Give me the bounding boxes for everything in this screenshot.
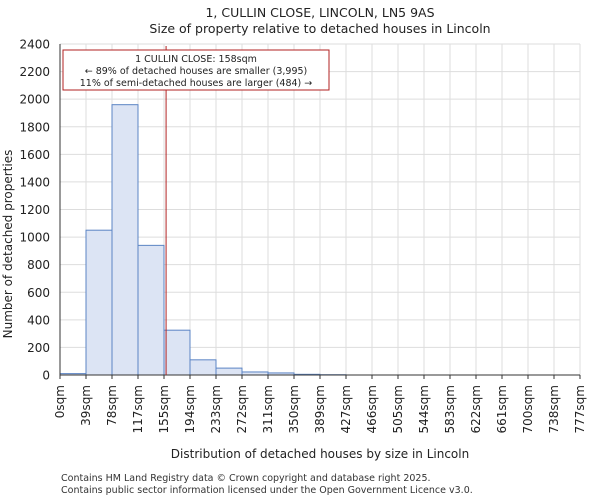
x-tick-label: 311sqm [261, 385, 275, 433]
x-tick-label: 427sqm [339, 385, 353, 433]
x-tick-label: 350sqm [287, 385, 301, 433]
y-ticks: 0 200 400 600 800 1000 1200 1400 1600 1800 2000 220… [19, 38, 50, 383]
x-tick-label: 661sqm [495, 385, 509, 433]
x-tick-label: 194sqm [183, 385, 197, 433]
chart-subtitle: Size of property relative to detached ho… [149, 21, 490, 36]
x-tick-label: 39sqm [79, 385, 93, 426]
y-tick-label: 400 [27, 313, 50, 327]
x-tick-label: 155sqm [157, 385, 171, 433]
y-tick-label: 2400 [19, 38, 50, 52]
footer-line-1: Contains HM Land Registry data © Crown c… [61, 473, 431, 484]
y-tick-label: 1200 [19, 203, 50, 217]
x-tick-label: 777sqm [573, 385, 587, 433]
x-tick-label: 78sqm [105, 385, 119, 426]
y-tick-label: 800 [27, 258, 50, 272]
y-tick-label: 600 [27, 286, 50, 300]
bar [189, 359, 217, 376]
x-tick-label: 544sqm [417, 385, 431, 433]
y-tick-label: 1600 [19, 148, 50, 162]
annotation-rect [62, 49, 330, 91]
bar [111, 104, 139, 376]
bar [85, 229, 113, 376]
x-tick-label: 272sqm [235, 385, 249, 433]
x-tick-label: 700sqm [521, 385, 535, 433]
y-axis-label: Number of detached properties [1, 150, 15, 339]
bars [59, 104, 347, 376]
y-tick-label: 1000 [19, 231, 50, 245]
bar [215, 367, 243, 376]
x-ticks: 0sqm 39sqm 78sqm 117sqm 155sqm 194sqm 233sqm 27… [53, 375, 587, 433]
x-tick-label: 466sqm [365, 385, 379, 433]
bar [163, 329, 191, 376]
annotation-line-2: ← 89% of detached houses are smaller (3,… [85, 66, 308, 77]
x-tick-label: 233sqm [209, 385, 223, 433]
bar [137, 244, 165, 376]
x-tick-label: 622sqm [469, 385, 483, 433]
x-tick-label: 0sqm [53, 385, 67, 418]
y-tick-label: 0 [42, 369, 50, 383]
chart-title: 1, CULLIN CLOSE, LINCOLN, LN5 9AS [205, 5, 434, 20]
x-tick-label: 505sqm [391, 385, 405, 433]
y-tick-label: 1800 [19, 120, 50, 134]
x-tick-label: 738sqm [547, 385, 561, 433]
y-tick-label: 1400 [19, 175, 50, 189]
x-tick-label: 389sqm [313, 385, 327, 433]
annotation-line-1: 1 CULLIN CLOSE: 158sqm [135, 54, 257, 65]
y-tick-label: 2000 [19, 93, 50, 107]
footer-line-2: Contains public sector information licen… [61, 485, 473, 496]
annotation-line-3: 11% of semi-detached houses are larger (… [80, 78, 313, 89]
x-axis-label: Distribution of detached houses by size … [171, 447, 469, 461]
x-tick-label: 583sqm [443, 385, 457, 433]
y-tick-label: 2200 [19, 65, 50, 79]
x-tick-label: 117sqm [131, 385, 145, 433]
y-tick-label: 200 [27, 341, 50, 355]
annotation-box: 1 CULLIN CLOSE: 158sqm ← 89% of detached… [62, 49, 330, 91]
